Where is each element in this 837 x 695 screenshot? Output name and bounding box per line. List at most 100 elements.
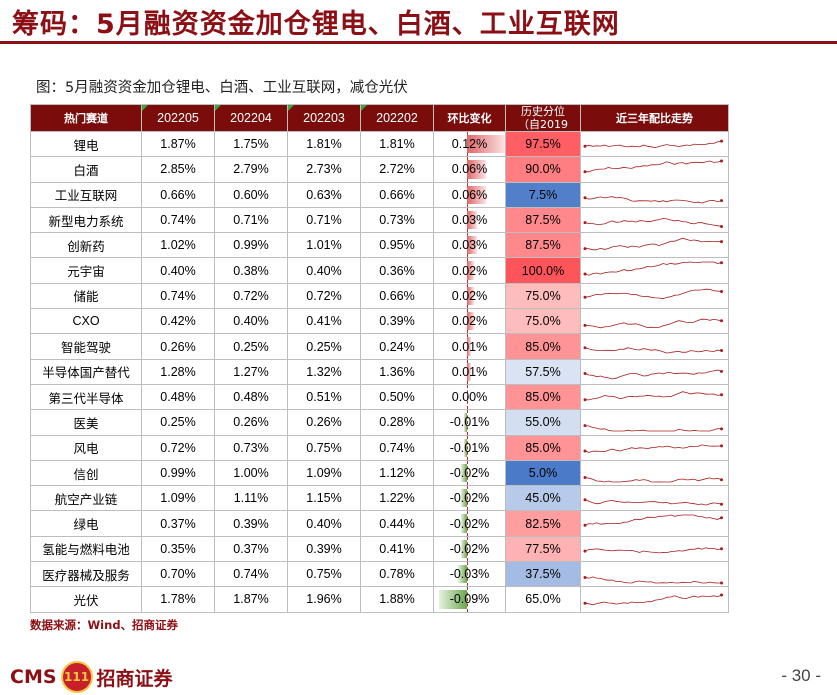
sector-name: 医美	[30, 409, 142, 436]
header-202205-label: 202205	[157, 111, 199, 125]
zero-axis	[467, 511, 469, 536]
trend-sparkline-cell	[580, 308, 729, 335]
change-value: 0.02%	[451, 314, 488, 329]
month-value: 0.74%	[360, 434, 434, 461]
comment-marker-icon	[215, 105, 221, 111]
header-change: 环比变化	[433, 104, 506, 132]
month-value: 0.48%	[214, 383, 288, 411]
change-value: 0.06%	[451, 187, 488, 202]
trend-sparkline	[583, 261, 723, 276]
sector-name: 信创	[30, 459, 142, 487]
trend-line	[584, 444, 722, 454]
change-bar	[467, 210, 477, 230]
change-value: -0.02%	[449, 466, 490, 480]
change-cell: 0.02%	[433, 282, 506, 310]
trend-endpoint	[720, 581, 723, 585]
table-row: 第三代半导体 0.48% 0.48% 0.51% 0.50% 0.00% 85.0%	[30, 383, 729, 411]
trend-line	[584, 196, 722, 204]
change-bar	[467, 135, 505, 154]
trend-sparkline-cell	[580, 181, 729, 208]
change-cell: 0.02%	[433, 308, 506, 335]
change-bar	[461, 463, 468, 483]
header-hist-pct-line2: （自2019	[518, 118, 568, 131]
month-value: 0.41%	[287, 308, 361, 335]
month-value: 0.39%	[360, 308, 434, 335]
zero-axis	[467, 537, 469, 561]
zero-axis	[467, 587, 469, 612]
change-value: 0.00%	[451, 390, 488, 405]
change-bar	[467, 261, 474, 280]
sector-name: 光伏	[30, 586, 142, 613]
month-value: 0.66%	[360, 282, 434, 310]
trend-line	[584, 547, 722, 554]
month-value: 1.81%	[360, 130, 434, 158]
trend-endpoint	[720, 319, 723, 323]
trend-line	[584, 369, 722, 380]
sector-name: 风电	[30, 434, 142, 461]
hist-percentile: 75.0%	[505, 282, 581, 310]
month-value: 1.09%	[287, 459, 361, 487]
change-bar	[457, 565, 468, 584]
change-bar	[467, 337, 471, 356]
trend-sparkline-cell	[580, 485, 729, 512]
trend-sparkline	[583, 289, 723, 300]
hist-percentile: 65.0%	[505, 586, 581, 613]
trend-endpoint	[583, 170, 587, 174]
trend-sparkline-cell	[580, 333, 729, 360]
header-202202-label: 202202	[376, 111, 418, 125]
change-bar	[467, 312, 474, 331]
header-202204-label: 202204	[230, 111, 272, 125]
zero-axis	[467, 436, 469, 460]
trend-line	[584, 347, 722, 354]
month-value: 0.71%	[214, 206, 288, 234]
trend-endpoint	[720, 199, 723, 203]
trend-endpoint	[583, 397, 587, 401]
hist-percentile: 87.5%	[505, 232, 581, 259]
month-value: 1.28%	[141, 358, 215, 385]
trend-sparkline-cell	[580, 358, 729, 385]
trend-sparkline-cell	[580, 510, 729, 537]
month-value: 1.09%	[141, 485, 215, 512]
month-value: 0.66%	[141, 181, 215, 208]
trend-sparkline	[583, 196, 723, 204]
zero-axis	[467, 486, 469, 510]
trend-endpoint	[583, 272, 587, 276]
cms-logo: CMS 111 招商证券	[10, 661, 173, 693]
header-202203-label: 202203	[303, 111, 345, 125]
trend-sparkline	[583, 424, 723, 432]
hist-percentile: 55.0%	[505, 409, 581, 436]
change-cell: -0.02%	[433, 459, 506, 487]
trend-sparkline	[583, 139, 723, 148]
month-value: 1.22%	[360, 485, 434, 512]
change-value: 0.02%	[451, 288, 488, 303]
month-value: 0.73%	[214, 434, 288, 461]
change-cell: 0.06%	[433, 156, 506, 183]
change-bar	[461, 514, 468, 533]
trend-endpoint	[583, 323, 587, 327]
comment-marker-icon	[361, 105, 367, 111]
hist-percentile: 57.5%	[505, 358, 581, 385]
zero-axis	[467, 385, 469, 409]
trend-sparkline-cell	[580, 561, 729, 588]
change-value: -0.02%	[449, 491, 490, 506]
comment-marker-icon	[142, 105, 148, 111]
month-value: 0.40%	[214, 308, 288, 335]
month-value: 0.75%	[287, 434, 361, 461]
change-cell: -0.02%	[433, 485, 506, 512]
change-bar	[461, 489, 468, 508]
month-value: 0.74%	[141, 282, 215, 310]
trend-endpoint	[583, 144, 587, 148]
month-value: 0.66%	[360, 181, 434, 208]
trend-line	[584, 217, 722, 227]
month-value: 0.40%	[141, 257, 215, 284]
trend-endpoint	[720, 516, 723, 520]
month-value: 0.74%	[214, 561, 288, 588]
sector-name: 创新药	[30, 232, 142, 259]
change-value: 0.03%	[451, 213, 488, 228]
month-value: 0.36%	[360, 257, 434, 284]
trend-sparkline	[583, 444, 723, 454]
trend-sparkline	[583, 369, 723, 380]
trend-line	[584, 499, 722, 506]
trend-endpoint	[583, 475, 587, 479]
table-row: 医疗器械及服务 0.70% 0.74% 0.75% 0.78% -0.03% 37.5%	[30, 561, 729, 588]
